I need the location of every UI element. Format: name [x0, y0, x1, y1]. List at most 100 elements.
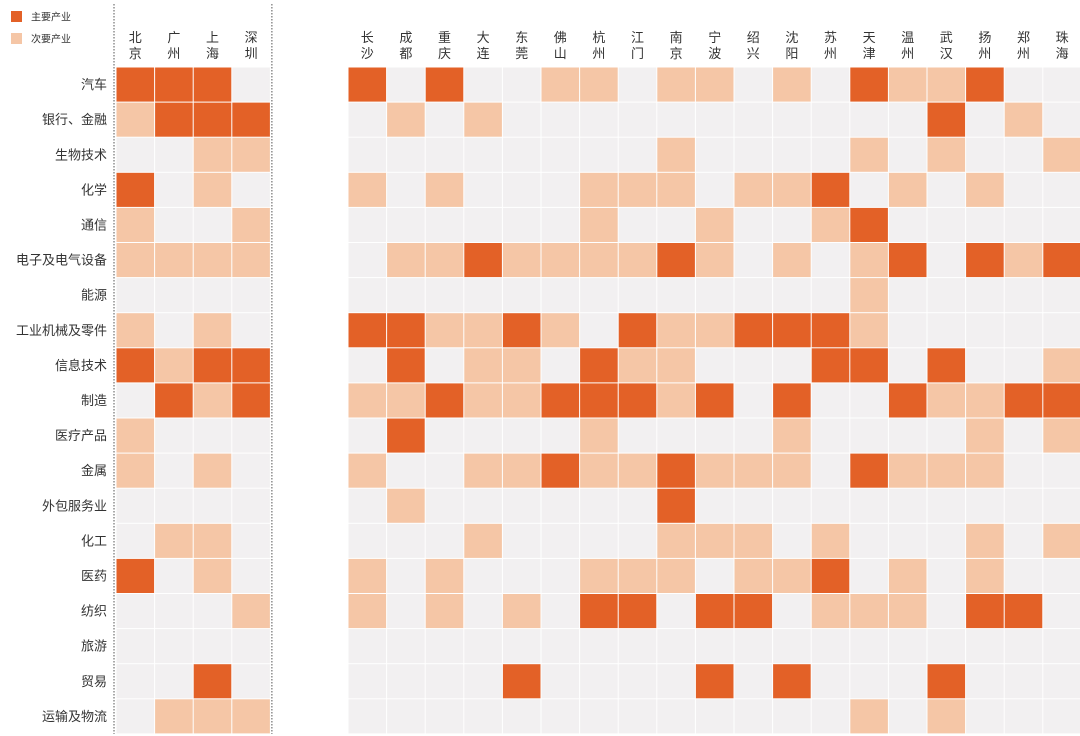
column-label: 佛山	[554, 31, 567, 62]
heatmap-cell	[387, 67, 425, 102]
heatmap-cell	[580, 278, 618, 313]
heatmap-cell	[734, 488, 773, 523]
heatmap-cell	[232, 594, 270, 629]
heatmap-cell	[618, 699, 657, 734]
heatmap-cell	[695, 278, 734, 313]
heatmap-cell	[773, 278, 811, 313]
heatmap-cell	[1043, 523, 1080, 558]
heatmap-cell	[773, 67, 811, 102]
heatmap-cell	[888, 664, 927, 699]
heatmap-cell	[695, 348, 734, 383]
heatmap-cell	[927, 102, 966, 137]
heatmap-cell	[464, 172, 502, 207]
heatmap-cell	[657, 699, 695, 734]
heatmap-cell	[1004, 383, 1043, 418]
heatmap-cell	[232, 102, 270, 137]
legend-swatch-secondary	[11, 33, 22, 44]
heatmap-cell	[464, 102, 502, 137]
heatmap-cell	[888, 102, 927, 137]
heatmap-cell	[966, 453, 1004, 488]
heatmap-cell	[348, 137, 387, 172]
heatmap-cell	[464, 278, 502, 313]
heatmap-cell	[464, 243, 502, 278]
heatmap-cell	[618, 278, 657, 313]
heatmap-cell	[387, 348, 425, 383]
heatmap-cell	[425, 102, 464, 137]
heatmap-cell	[1004, 102, 1043, 137]
heatmap-cell	[966, 137, 1004, 172]
heatmap-cell	[811, 523, 850, 558]
heatmap-cell	[116, 558, 155, 593]
heatmap-cell	[888, 523, 927, 558]
heatmap-cell	[155, 137, 193, 172]
heatmap-cell	[850, 102, 888, 137]
row-label: 能源	[81, 289, 107, 304]
heatmap-cell	[618, 67, 657, 102]
row-label: 纺织	[81, 605, 107, 620]
heatmap-cell	[773, 207, 811, 242]
heatmap-cell	[927, 699, 966, 734]
heatmap-cell	[657, 558, 695, 593]
column-label: 温州	[901, 31, 914, 62]
heatmap-cell	[580, 243, 618, 278]
heatmap-cell	[888, 453, 927, 488]
heatmap-cell	[1004, 664, 1043, 699]
heatmap-cell	[850, 558, 888, 593]
heatmap-cell	[811, 207, 850, 242]
heatmap-cell	[618, 558, 657, 593]
heatmap-cell	[1043, 383, 1080, 418]
heatmap-cell	[502, 664, 541, 699]
heatmap-cell	[155, 278, 193, 313]
column-label: 广州	[167, 31, 180, 62]
heatmap-cell	[425, 207, 464, 242]
heatmap-cell	[541, 664, 580, 699]
heatmap-cell	[1004, 172, 1043, 207]
heatmap-cell	[888, 348, 927, 383]
column-label: 大连	[477, 31, 490, 62]
heatmap-cell	[734, 102, 773, 137]
heatmap-cell	[811, 453, 850, 488]
row-label: 贸易	[81, 675, 107, 690]
heatmap-cell	[734, 594, 773, 629]
heatmap-cell	[155, 348, 193, 383]
heatmap-cell	[348, 664, 387, 699]
heatmap-cell	[348, 243, 387, 278]
heatmap-cell	[348, 348, 387, 383]
heatmap-cell	[348, 523, 387, 558]
row-label: 制造	[81, 394, 107, 409]
heatmap-cell	[888, 137, 927, 172]
heatmap-cell	[155, 172, 193, 207]
heatmap-cell	[657, 664, 695, 699]
heatmap-cell	[541, 348, 580, 383]
heatmap-cell	[773, 418, 811, 453]
heatmap-cell	[155, 313, 193, 348]
column-label: 上海	[206, 31, 219, 62]
heatmap-cell	[502, 418, 541, 453]
heatmap-cell	[888, 594, 927, 629]
heatmap-cell	[811, 558, 850, 593]
heatmap-cell	[193, 453, 232, 488]
heatmap-cell	[695, 523, 734, 558]
heatmap-cell	[541, 137, 580, 172]
heatmap-cell	[657, 383, 695, 418]
heatmap-cell	[232, 629, 270, 664]
heatmap-cell	[193, 629, 232, 664]
row-label: 外包服务业	[42, 498, 107, 514]
heatmap-cell	[1004, 594, 1043, 629]
heatmap-cell	[966, 664, 1004, 699]
heatmap-cell	[541, 207, 580, 242]
heatmap-cell	[1004, 699, 1043, 734]
heatmap-cell	[232, 383, 270, 418]
column-label: 武汉	[940, 31, 953, 62]
heatmap-cell	[155, 102, 193, 137]
heatmap-cell	[193, 383, 232, 418]
legend-label-secondary: 次要产业	[31, 33, 71, 46]
row-label: 医药	[81, 569, 107, 584]
heatmap-cell	[695, 594, 734, 629]
heatmap-cell	[966, 699, 1004, 734]
heatmap-cell	[850, 172, 888, 207]
heatmap-cell	[811, 137, 850, 172]
heatmap-cell	[387, 278, 425, 313]
heatmap-cell	[657, 172, 695, 207]
heatmap-cell	[966, 207, 1004, 242]
